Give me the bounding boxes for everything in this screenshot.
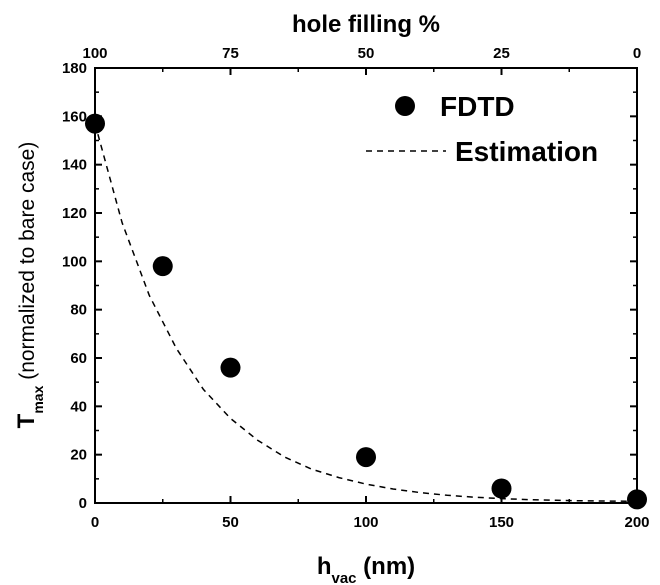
y-tick-label: 140: [62, 157, 87, 174]
estimation-curve: [94, 123, 638, 503]
x-axis-title: hvac (nm): [317, 553, 415, 585]
x-axis-title-sub: vac: [331, 570, 356, 585]
fdtd-point: [627, 489, 647, 510]
x-tick-label: 50: [222, 514, 239, 531]
x-axis-title-rest: (nm): [357, 553, 416, 580]
fdtd-point: [356, 447, 376, 468]
x2-tick-label: 100: [82, 45, 107, 62]
y-tick-label: 80: [70, 302, 87, 319]
plot-frame: [94, 67, 638, 504]
y-tick-label: 120: [62, 205, 87, 222]
x-tick-label: 100: [353, 514, 378, 531]
x-tick-label: 200: [624, 514, 649, 531]
y-tick-label: 180: [62, 60, 87, 77]
y-axis-title: Tmax (normalized to bare case): [13, 142, 46, 429]
legend-fdtd-label: FDTD: [440, 91, 515, 122]
top-axis-title: hole filling %: [292, 11, 440, 38]
y-axis-title-main: T: [13, 413, 40, 428]
legend-estimation-label: Estimation: [455, 136, 598, 167]
y-axis-title-rest: (normalized to bare case): [16, 142, 39, 386]
x2-tick-label: 75: [222, 45, 239, 62]
legend-fdtd-marker: [395, 96, 415, 116]
y-tick-label: 40: [70, 398, 87, 415]
x-tick-label: 150: [489, 514, 514, 531]
y-tick-label: 100: [62, 253, 87, 270]
y-tick-label: 160: [62, 108, 87, 125]
fdtd-points-layer: [85, 113, 647, 510]
fdtd-point: [152, 256, 173, 277]
x2-tick-label: 50: [358, 45, 375, 62]
y-tick-label: 60: [70, 350, 87, 367]
fdtd-point: [491, 478, 512, 499]
legend: FDTD Estimation: [366, 91, 598, 167]
axes-frame: 0 20 40 60 80 100 120 140 160 180 0 50 100 150 200 100 7…: [62, 45, 650, 531]
x-axis-title-main: h: [317, 553, 332, 580]
fdtd-point: [220, 357, 241, 378]
fdtd-point: [85, 113, 105, 134]
x2-tick-label: 25: [493, 45, 510, 62]
y-tick-label: 0: [79, 495, 87, 512]
estimation-curve-layer: [94, 123, 638, 503]
x2-tick-label: 0: [633, 45, 641, 62]
x-tick-label: 0: [91, 514, 99, 531]
y-axis-title-sub: max: [30, 385, 46, 413]
y-tick-label: 20: [70, 447, 87, 464]
